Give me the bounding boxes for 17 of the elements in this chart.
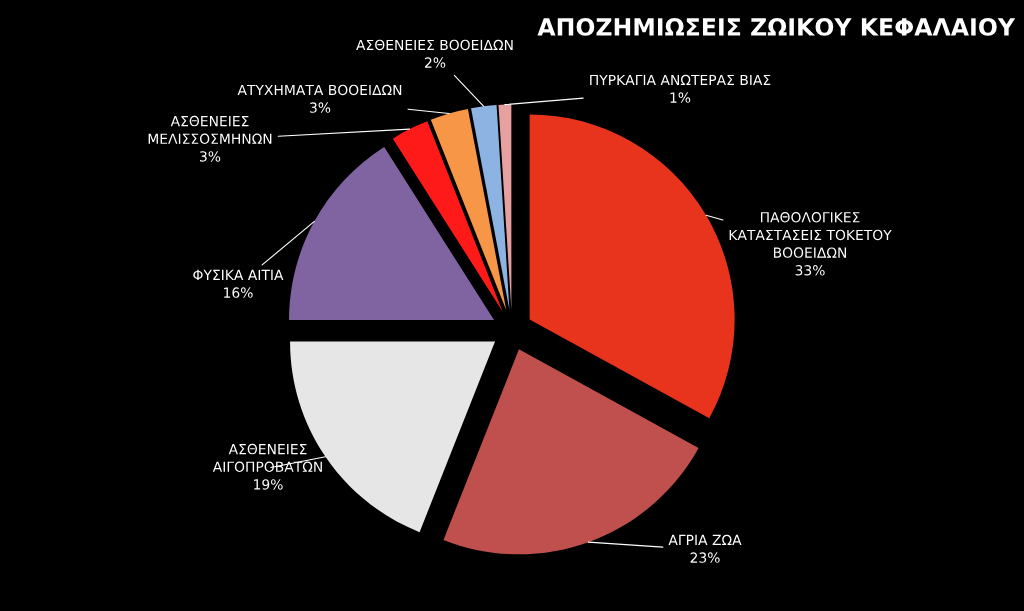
data-label: 1% — [670, 92, 691, 103]
slice-label: ΑΣΘΕΝΕΙΕΣ ΒΟΟΕΙΔΩΝ — [356, 39, 513, 51]
data-label: 3% — [200, 151, 221, 162]
data-label: 19% — [254, 479, 283, 490]
data-label: 16% — [224, 287, 253, 298]
data-label: 3% — [310, 102, 331, 113]
slice-label: ΦΥΣΙΚΑ ΑΙΤΙΑ — [193, 269, 284, 280]
slice-label: ΑΓΡΙΑ ΖΩΑ — [668, 534, 742, 545]
data-label: 2% — [425, 57, 446, 68]
data-label: 23% — [690, 552, 720, 563]
slice-label: ΑΣΘΕΝΕΙΕΣ ΑΙΓΟΠΡΟΒΑΤΩΝ — [212, 443, 322, 473]
slice-label: ΠΥΡΚΑΓΙΑ ΑΝΩΤΕΡΑΣ ΒΙΑΣ — [590, 74, 771, 85]
data-label: 33% — [795, 265, 825, 276]
slice-label: ΑΣΘΕΝΕΙΕΣ ΜΕΛΙΣΣΟΣΜΗΝΩΝ — [148, 115, 272, 145]
slice-label: ΑΤΥΧΗΜΑΤΑ ΒΟΟΕΙΔΩΝ — [237, 84, 402, 96]
slice-label: ΠΑΘΟΛΟΓΙΚΕΣ ΚΑΤΑΣΤΑΣΕΙΣ ΤΟΚΕΤΟΥ ΒΟΟΕΙΔΩΝ — [729, 212, 892, 258]
chart-title: ΑΠΟΖΗΜΙΩΣΕΙΣ ΖΩΙΚΟΥ ΚΕΦΑΛΑΙΟΥ — [537, 17, 1016, 36]
